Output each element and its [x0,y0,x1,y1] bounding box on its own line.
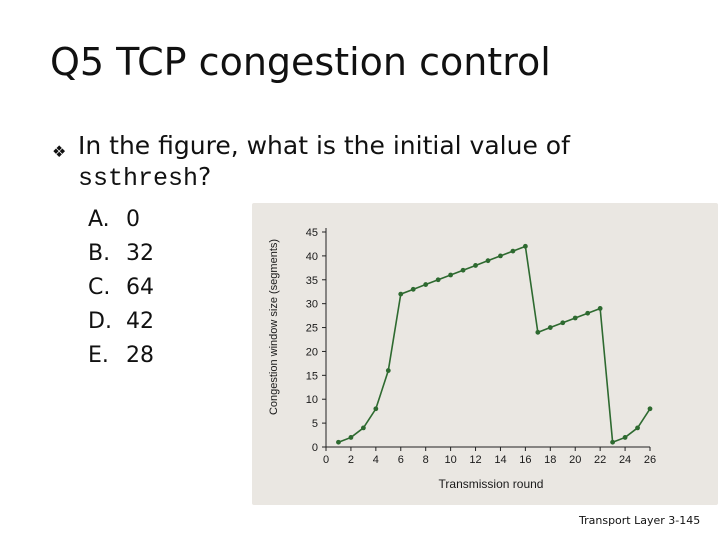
x-tick-label: 26 [644,454,656,466]
x-tick-label: 10 [444,454,456,466]
data-point [373,406,379,412]
x-tick-label: 8 [423,454,429,466]
option-d: D. 42 [88,305,154,339]
footer-label: Transport Layer 3-145 [579,514,701,527]
data-point [510,248,516,254]
x-tick-label: 4 [373,454,379,466]
y-tick-label: 35 [306,275,318,287]
data-point [460,267,466,273]
diamond-bullet-icon: ❖ [52,142,67,161]
x-tick-label: 0 [323,454,329,466]
chart-ticks: 0 2 4 6 8 10 12 14 16 18 20 22 24 2605101520253035404… [306,227,656,466]
option-c: C. 64 [88,271,154,305]
data-point [423,282,429,287]
data-point [647,406,653,412]
x-axis-label: Transmission round [439,477,544,491]
data-point [448,272,454,278]
x-tick-label: 12 [469,454,481,466]
option-value: 28 [126,343,154,368]
y-tick-label: 0 [312,442,318,454]
y-tick-label: 10 [306,394,318,406]
y-tick-label: 15 [306,370,318,382]
data-point [473,263,478,268]
option-letter: E. [88,343,109,368]
y-tick-label: 30 [306,299,318,311]
data-point [385,368,391,373]
x-tick-label: 2 [348,454,354,466]
data-point [585,310,591,316]
data-point [410,286,416,292]
option-value: 64 [126,275,154,300]
option-value: 32 [126,241,154,266]
x-tick-label: 24 [619,454,631,466]
congestion-window-chart: 0 2 4 6 8 10 12 14 16 18 20 22 24 2605101520253035404… [268,227,656,491]
question-prefix: In the figure, what is the initial value… [78,131,570,160]
option-a: A. 0 [88,203,154,237]
data-point [398,291,404,297]
question-end: ? [198,162,212,191]
option-b: B. 32 [88,237,154,271]
option-e: E. 28 [88,339,154,373]
option-letter: D. [88,309,112,334]
data-point [560,320,566,326]
x-tick-label: 16 [519,454,531,466]
y-tick-label: 25 [306,323,318,335]
data-point [572,315,578,321]
chart-series [336,243,653,445]
y-tick-label: 45 [306,227,318,239]
data-point [535,329,541,335]
y-tick-label: 5 [312,418,318,430]
x-tick-label: 14 [494,454,506,466]
data-point [522,243,528,249]
data-point [635,425,640,431]
data-point [498,253,503,259]
x-tick-label: 22 [594,454,606,466]
data-point [360,425,366,431]
answer-options: A. 0 B. 32 C. 64 D. 42 E. 28 [88,203,154,373]
slide-title: Q5 TCP congestion control [50,40,551,84]
y-tick-label: 40 [306,251,318,263]
option-value: 42 [126,309,154,334]
data-point [597,306,603,311]
chart-figure: 0 2 4 6 8 10 12 14 16 18 20 22 24 26 0 5 10 15 20 25 30 35 40 4… [252,203,718,505]
option-letter: C. [88,275,111,300]
question-code: ssthresh [78,164,199,193]
chart-axes [325,228,650,448]
option-letter: B. [88,241,111,266]
x-tick-label: 20 [569,454,581,466]
question-text: In the figure, what is the initial value… [78,130,638,194]
option-letter: A. [88,207,110,232]
data-point [622,435,628,440]
data-point [336,439,341,445]
x-tick-label: 18 [544,454,556,466]
data-point [485,258,491,264]
option-value: 0 [126,207,140,232]
y-tick-label: 20 [306,346,318,358]
series-line [338,245,651,444]
data-point [610,439,616,445]
data-point [547,325,553,330]
data-point [348,435,354,440]
y-axis-label: Congestion window size (segments) [268,239,280,415]
x-tick-label: 6 [398,454,404,466]
data-point [435,277,441,283]
